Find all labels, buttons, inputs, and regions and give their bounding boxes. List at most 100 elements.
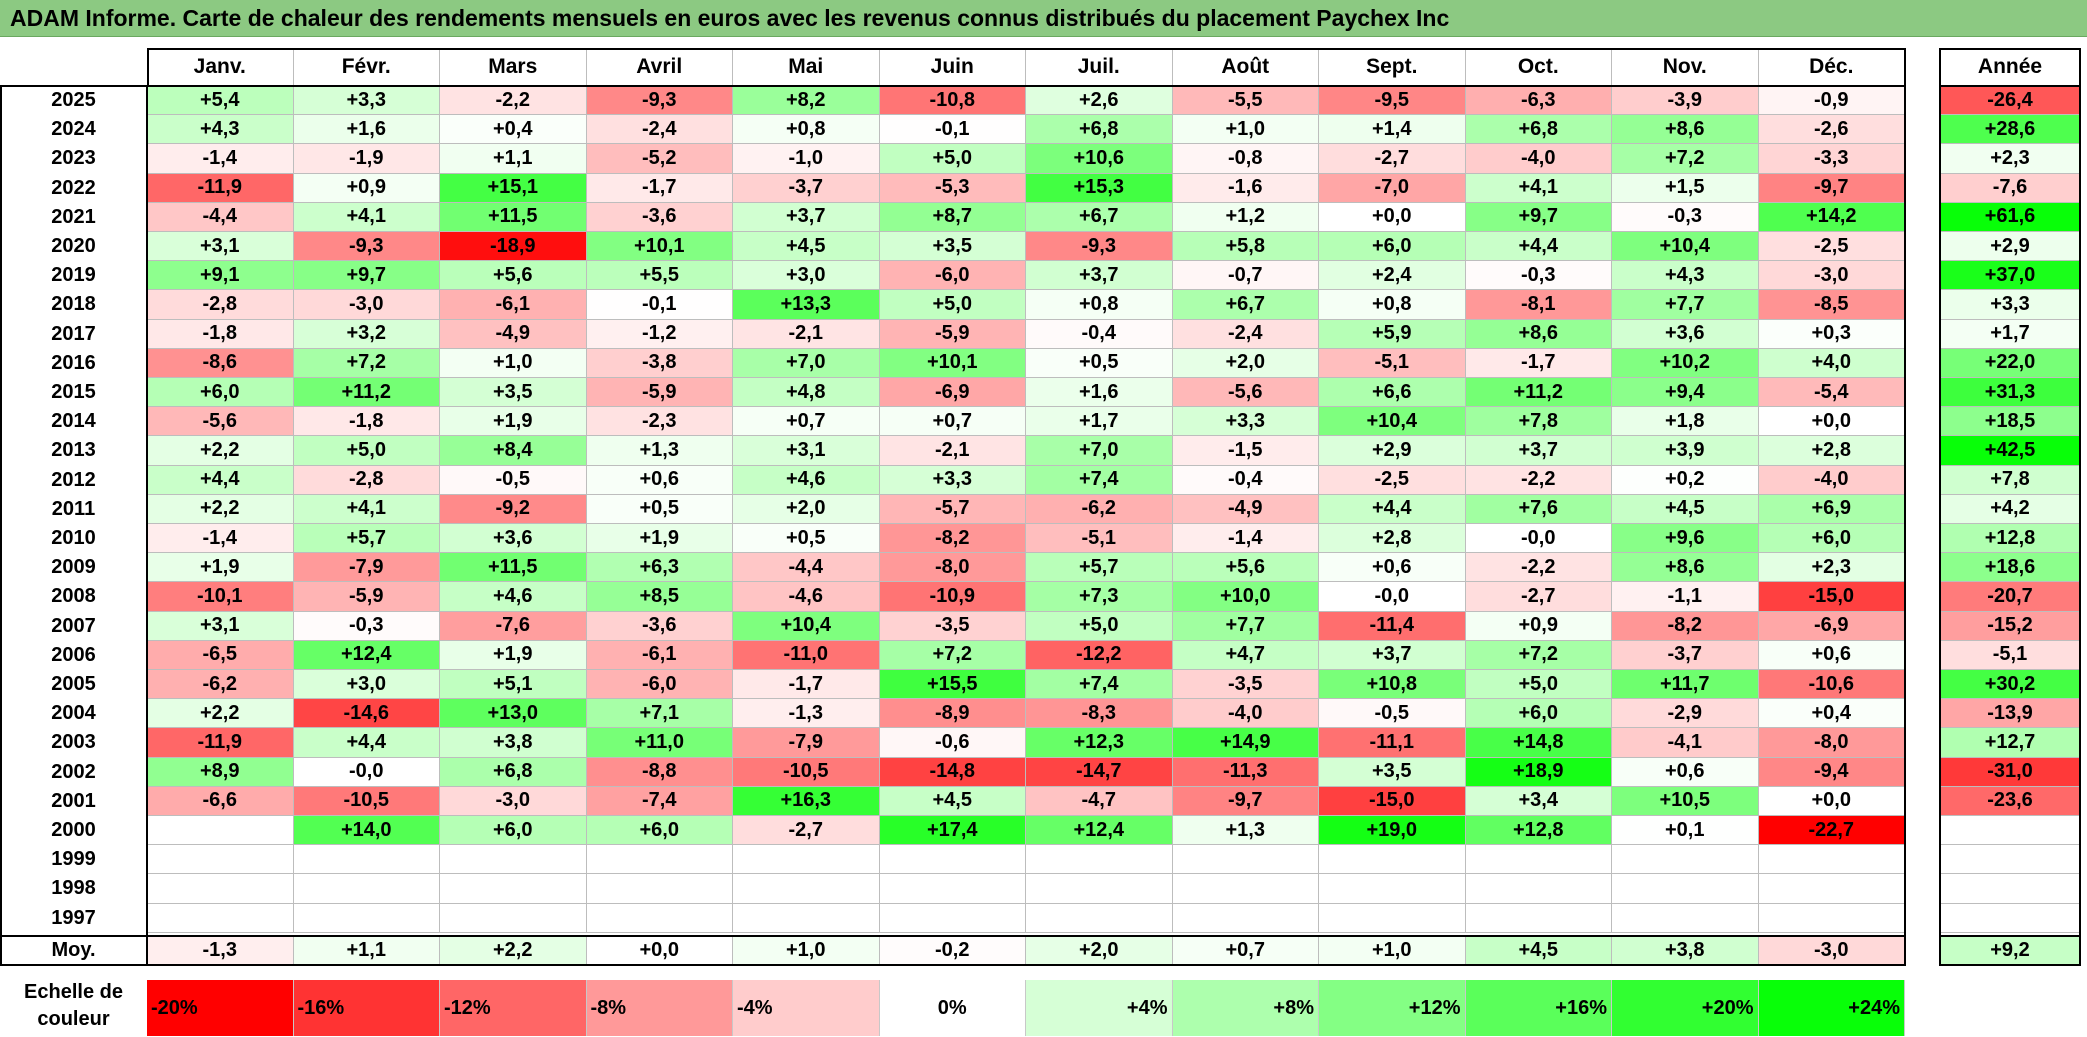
heatmap-cell: -9,3 [586,86,733,116]
heatmap-cell: +0,9 [293,173,440,203]
heatmap-cell: +14,9 [1172,728,1319,758]
heatmap-cell: -5,9 [879,319,1026,349]
heatmap-cell: -0,5 [1319,699,1466,729]
column-header: Avril [587,48,733,86]
column-header: Nov. [1612,48,1759,86]
column-header: Déc. [1759,48,1905,86]
heatmap-cell: +4,1 [293,494,440,524]
column-header: Févr. [294,48,440,86]
heatmap-cell: -1,7 [733,670,880,700]
heatmap-cell: -1,5 [1172,436,1319,466]
heatmap-cell: -1,4 [147,144,294,174]
heatmap-cell: +8,6 [1465,319,1612,349]
heatmap-cell: +10,8 [1319,670,1466,700]
heatmap-cell: -12,2 [1026,640,1173,670]
heatmap-cell: +7,2 [879,640,1026,670]
heatmap-cell: +1,6 [293,115,440,145]
heatmap-cell [1758,874,1905,904]
heatmap-cell: +4,4 [147,465,294,495]
heatmap-cell: +5,1 [440,670,587,700]
heatmap-cell: -2,9 [1612,699,1759,729]
heatmap-cell: +0,6 [1758,640,1905,670]
heatmap-cell: +6,0 [1319,232,1466,262]
heatmap-cell: -1,4 [147,524,294,554]
heatmap-cell: +1,9 [147,553,294,583]
heatmap-cell: +16,3 [733,786,880,816]
average-cell: +2,0 [1026,936,1173,964]
heatmap-cell: +5,5 [586,261,733,291]
heatmap-cell: -6,9 [879,378,1026,408]
heatmap-cell: +6,8 [1026,115,1173,145]
heatmap-cell [1172,903,1319,933]
heatmap-cell: -0,6 [879,728,1026,758]
heatmap-cell: -1,8 [147,319,294,349]
heatmap-cell: -8,3 [1026,699,1173,729]
average-cell: +0,7 [1172,936,1319,964]
heatmap-cell [1758,845,1905,875]
heatmap-cell [147,816,294,846]
heatmap-cell: -14,7 [1026,757,1173,787]
color-scale-step: +8% [1172,980,1319,1036]
annual-cell: +1,7 [1940,319,2080,349]
column-header: Juin [880,48,1026,86]
heatmap-cell: +7,7 [1172,611,1319,641]
heatmap-cell: +11,7 [1612,670,1759,700]
heatmap-cell: +1,0 [1172,115,1319,145]
heatmap-cell: -2,8 [293,465,440,495]
row-year-label: 2012 [51,468,96,491]
annual-cell: +37,0 [1940,261,2080,291]
heatmap-cell: -3,9 [1612,86,1759,116]
heatmap-cell: -18,9 [440,232,587,262]
color-scale-step: -12% [440,980,587,1036]
heatmap-cell: -3,0 [440,786,587,816]
chart-title: ADAM Informe. Carte de chaleur des rende… [0,0,2087,37]
heatmap-cell: +4,4 [1465,232,1612,262]
heatmap-cell: +4,6 [733,465,880,495]
heatmap-cell [440,874,587,904]
heatmap-cell: -3,0 [293,290,440,320]
heatmap-cell: +7,8 [1465,407,1612,437]
heatmap-cell: +14,8 [1465,728,1612,758]
average-separator [0,934,1906,937]
heatmap-cell: -6,2 [147,670,294,700]
heatmap-cell: +3,3 [1172,407,1319,437]
heatmap-cell [1319,874,1466,904]
heatmap-cell: -3,5 [1172,670,1319,700]
heatmap-cell: +11,2 [293,378,440,408]
heatmap-cell: -22,7 [1758,816,1905,846]
heatmap-cell: +6,8 [440,757,587,787]
heatmap-cell: +4,1 [293,202,440,232]
average-cell: +1,0 [733,936,880,964]
heatmap-cell: -2,1 [733,319,880,349]
annual-cell: -15,2 [1940,611,2080,641]
heatmap-cell: +6,6 [1319,378,1466,408]
heatmap-cell: +3,5 [879,232,1026,262]
row-year-label: 2015 [51,381,96,404]
heatmap-cell: -2,2 [1465,465,1612,495]
annual-cell: +18,6 [1940,553,2080,583]
heatmap-cell: -5,9 [586,378,733,408]
heatmap-cell: +3,7 [1026,261,1173,291]
heatmap-cell: +13,0 [440,699,587,729]
color-scale-step: 0% [879,980,1026,1036]
heatmap-cell: -8,6 [147,348,294,378]
heatmap-cell: +6,8 [1465,115,1612,145]
heatmap-cell [1465,874,1612,904]
heatmap-cell: +10,1 [879,348,1026,378]
average-cell: +1,1 [293,936,440,964]
color-scale-step: +16% [1465,980,1612,1036]
heatmap-cell: -1,1 [1612,582,1759,612]
heatmap-cell: +2,6 [1026,86,1173,116]
annual-cell [1940,816,2080,846]
heatmap-cell: +10,1 [586,232,733,262]
heatmap-cell: +0,4 [1758,699,1905,729]
heatmap-cell: +3,7 [1465,436,1612,466]
heatmap-cell: +6,7 [1026,202,1173,232]
row-year-label: 2019 [51,264,96,287]
annual-cell: +3,3 [1940,290,2080,320]
heatmap-cell: -2,8 [147,290,294,320]
row-year-label: 2014 [51,410,96,433]
heatmap-cell: +1,7 [1026,407,1173,437]
heatmap-cell [1612,874,1759,904]
